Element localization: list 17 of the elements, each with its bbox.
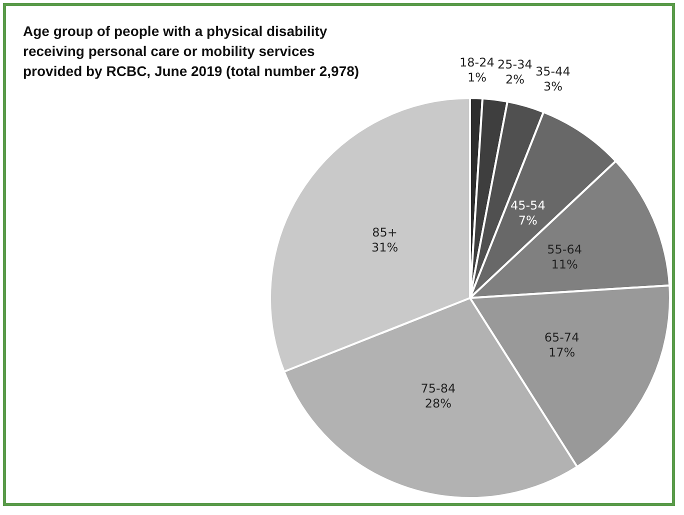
data-label: 2% — [505, 72, 524, 86]
slice-label: 25-34 — [498, 57, 532, 72]
slice-label: 35-44 — [536, 64, 570, 78]
data-label: 31% — [371, 240, 398, 255]
data-label: 1% — [467, 70, 486, 85]
data-label: 3% — [543, 79, 562, 94]
slice-label: 75-84 — [420, 381, 456, 396]
data-label: 28% — [424, 396, 452, 410]
slice-label: 85+ — [372, 226, 398, 240]
slice-label: 65-74 — [544, 330, 580, 344]
data-label: 11% — [551, 258, 578, 272]
slice-label: 18-24 — [460, 56, 494, 70]
data-label: 7% — [518, 213, 538, 228]
slice-label: 55-64 — [547, 242, 582, 257]
data-label: 17% — [548, 345, 576, 360]
slice-label: 45-54 — [510, 198, 546, 212]
chart-title: Age group of people with a physical disability receiving personal care or mobility services provided by RCBC, June 2019 (total number 2,978) — [23, 23, 360, 79]
